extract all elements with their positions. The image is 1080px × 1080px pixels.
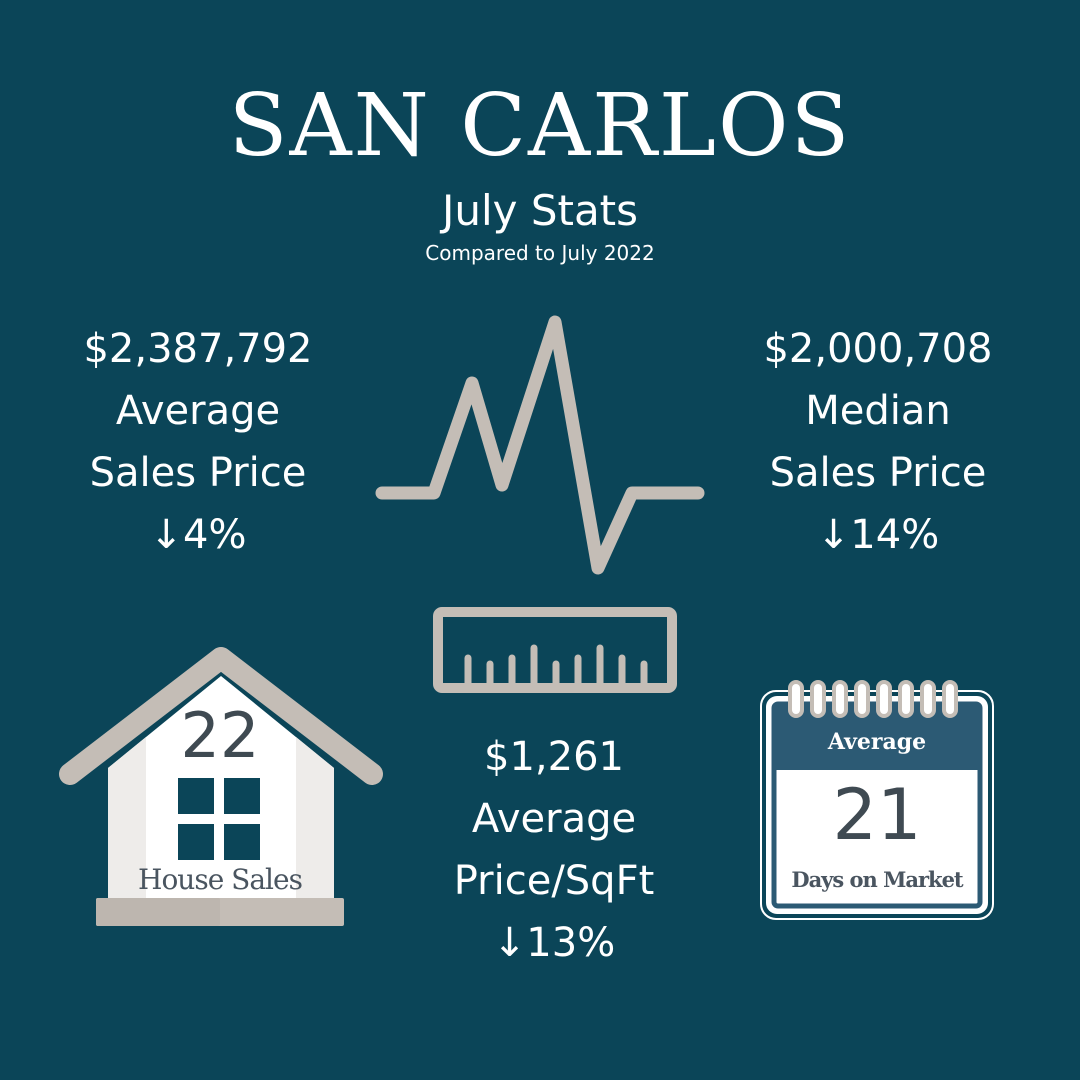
house-sales-label: House Sales	[138, 863, 303, 896]
stat-value: $1,261	[484, 734, 624, 780]
page-subtitle: July Stats	[441, 186, 639, 235]
stat-average-sales-price: $2,387,792 Average Sales Price ↓4%	[38, 318, 358, 566]
heartbeat-line-icon	[375, 315, 705, 575]
stat-median-sales-price: $2,000,708 Median Sales Price ↓14%	[718, 318, 1038, 566]
calendar-header-label: Average	[827, 729, 927, 755]
stat-label-line2: Sales Price	[89, 450, 307, 496]
calendar-icon	[760, 680, 994, 920]
house-sales-count: 22	[180, 699, 260, 772]
stat-change: ↓13%	[492, 920, 616, 966]
house-icon	[59, 647, 383, 926]
days-on-market-count: 21	[832, 774, 922, 856]
stat-value: $2,000,708	[763, 326, 993, 372]
window-icon	[178, 778, 260, 860]
ruler-icon	[433, 607, 677, 693]
stat-average-price-sqft: $1,261 Average Price/SqFt ↓13%	[394, 726, 714, 974]
stat-value: $2,387,792	[83, 326, 313, 372]
stat-label-line2: Sales Price	[769, 450, 987, 496]
page-title: SAN CARLOS	[228, 76, 852, 176]
stat-label-line1: Median	[805, 388, 951, 434]
stat-change: ↓14%	[816, 512, 940, 558]
days-on-market-label: Days on Market	[791, 867, 963, 892]
stat-label-line1: Average	[115, 388, 281, 434]
stat-label-line2: Price/SqFt	[453, 858, 655, 904]
comparison-note: Compared to July 2022	[425, 241, 655, 265]
stat-change: ↓4%	[149, 512, 247, 558]
stat-label-line1: Average	[471, 796, 637, 842]
